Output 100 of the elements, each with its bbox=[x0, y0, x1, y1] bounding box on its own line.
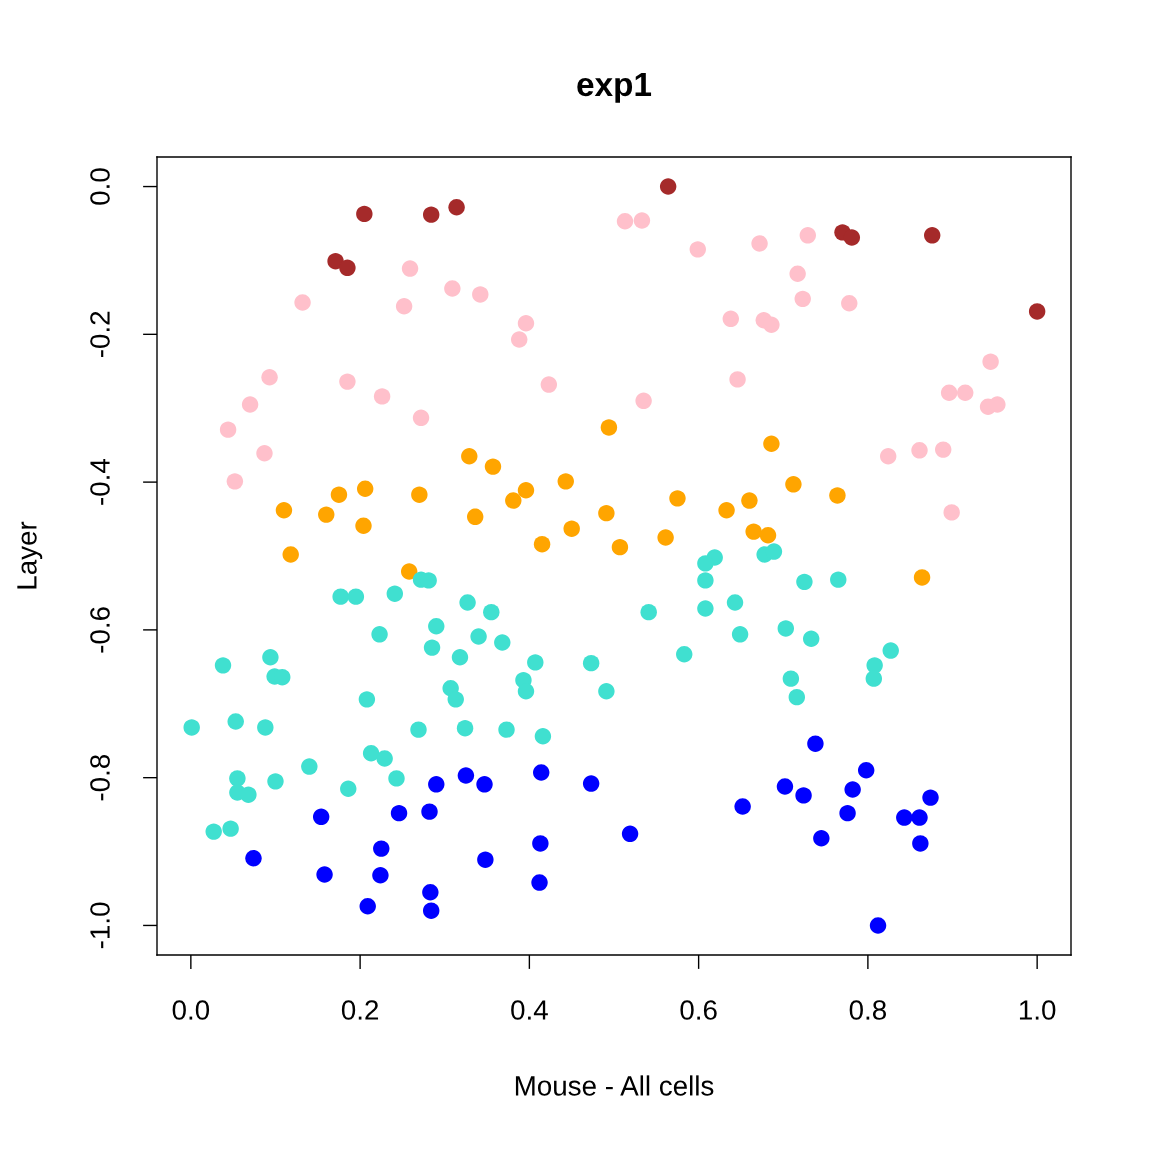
point bbox=[957, 384, 974, 401]
x-tick-label: 0.2 bbox=[341, 1000, 379, 1020]
point bbox=[219, 421, 237, 438]
point bbox=[461, 448, 478, 465]
point bbox=[517, 315, 535, 332]
point bbox=[422, 902, 440, 919]
point bbox=[294, 294, 311, 311]
point bbox=[896, 809, 913, 826]
point bbox=[763, 435, 780, 452]
point bbox=[982, 353, 999, 370]
point bbox=[789, 265, 806, 282]
point bbox=[444, 280, 461, 297]
point bbox=[226, 473, 244, 490]
point bbox=[401, 260, 419, 277]
point bbox=[633, 212, 651, 229]
point bbox=[657, 529, 674, 546]
point bbox=[813, 830, 830, 847]
x-tick-label: 1.0 bbox=[1019, 1000, 1056, 1020]
point bbox=[722, 310, 740, 328]
point bbox=[718, 501, 735, 519]
point bbox=[563, 520, 580, 537]
point bbox=[843, 229, 861, 246]
point bbox=[869, 917, 887, 934]
point bbox=[359, 898, 376, 915]
point bbox=[923, 227, 941, 244]
point bbox=[476, 776, 493, 793]
point bbox=[517, 482, 535, 499]
point bbox=[759, 527, 777, 544]
point bbox=[532, 835, 549, 852]
point bbox=[373, 388, 391, 405]
point bbox=[913, 569, 931, 586]
point bbox=[600, 419, 618, 436]
point bbox=[448, 199, 465, 216]
point bbox=[689, 241, 706, 258]
point bbox=[241, 396, 259, 413]
point bbox=[466, 508, 484, 526]
point bbox=[422, 206, 440, 223]
point bbox=[940, 384, 958, 401]
point bbox=[745, 523, 762, 540]
point bbox=[582, 775, 600, 792]
point bbox=[400, 563, 418, 580]
point bbox=[411, 486, 428, 503]
point bbox=[751, 235, 768, 252]
chart-title: exp1 bbox=[577, 72, 652, 103]
point bbox=[275, 501, 293, 519]
point bbox=[421, 803, 438, 820]
point bbox=[457, 767, 475, 784]
point bbox=[282, 546, 299, 563]
point bbox=[1028, 303, 1046, 320]
point bbox=[616, 213, 634, 230]
point bbox=[318, 506, 335, 523]
point bbox=[316, 866, 333, 883]
point bbox=[372, 866, 389, 884]
point bbox=[373, 840, 390, 857]
y-axis-title: Layer bbox=[17, 521, 43, 589]
point bbox=[776, 778, 794, 795]
y-tick-label: -0.6 bbox=[90, 607, 110, 653]
y-tick-label: -0.2 bbox=[90, 311, 110, 358]
point bbox=[669, 490, 686, 507]
x-tick-label: 0.6 bbox=[680, 1000, 717, 1020]
x-tick-label: 0.0 bbox=[172, 1000, 210, 1020]
point bbox=[412, 409, 430, 427]
point bbox=[355, 517, 372, 534]
point bbox=[356, 205, 373, 223]
point bbox=[533, 535, 551, 553]
point bbox=[245, 849, 262, 867]
point bbox=[794, 290, 811, 308]
point bbox=[511, 331, 528, 348]
point bbox=[261, 368, 278, 386]
point bbox=[795, 787, 812, 804]
point bbox=[533, 764, 550, 781]
point bbox=[943, 504, 960, 521]
point bbox=[734, 798, 751, 815]
x-axis-title: Mouse - All cells bbox=[515, 1075, 714, 1096]
point bbox=[799, 227, 817, 244]
point bbox=[390, 804, 408, 822]
point bbox=[922, 789, 939, 806]
point bbox=[505, 492, 522, 509]
point bbox=[339, 259, 356, 277]
y-tick-label: -0.4 bbox=[90, 458, 110, 505]
point bbox=[422, 883, 439, 901]
point bbox=[879, 448, 897, 465]
y-tick-label: -0.8 bbox=[90, 754, 110, 801]
point bbox=[395, 298, 413, 315]
point bbox=[934, 441, 952, 458]
point bbox=[807, 735, 824, 752]
point bbox=[540, 376, 558, 393]
point bbox=[785, 476, 802, 493]
y-tick-label: 0.0 bbox=[90, 168, 110, 205]
point bbox=[531, 874, 548, 891]
point bbox=[557, 473, 574, 490]
point bbox=[312, 808, 330, 826]
point bbox=[911, 442, 928, 459]
point bbox=[912, 835, 929, 852]
point bbox=[477, 851, 494, 868]
point bbox=[839, 804, 856, 822]
point bbox=[339, 373, 356, 390]
point bbox=[598, 504, 615, 522]
x-tick-label: 0.8 bbox=[849, 1000, 886, 1020]
point bbox=[635, 392, 652, 410]
